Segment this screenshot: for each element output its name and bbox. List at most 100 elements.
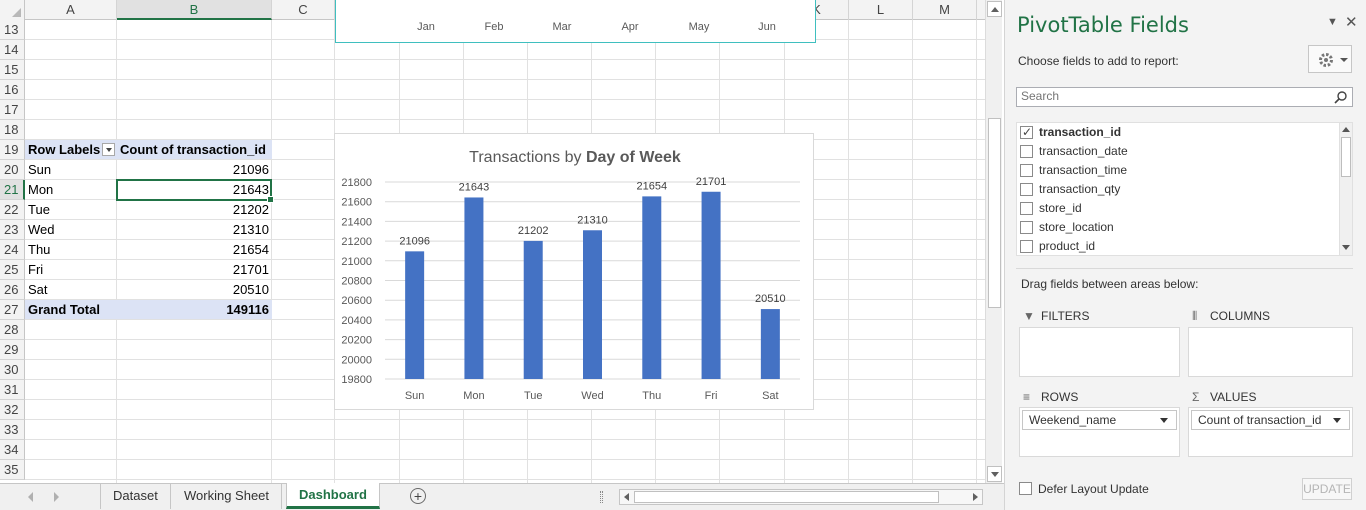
field-item-product-id[interactable]: product_id <box>1017 237 1337 255</box>
row-header-31[interactable]: 31 <box>0 380 25 400</box>
column-header-m[interactable]: M <box>913 0 977 20</box>
filters-drop-area[interactable] <box>1019 327 1180 377</box>
field-list-scroll-up-icon[interactable] <box>1340 125 1352 135</box>
values-drop-area[interactable]: Count of transaction_id <box>1188 407 1353 457</box>
pivot-row-label[interactable]: Sat <box>28 282 48 297</box>
row-header-25[interactable]: 25 <box>0 260 25 280</box>
scroll-right-icon[interactable] <box>973 493 978 501</box>
field-checkbox[interactable] <box>1020 145 1033 158</box>
row-header-19[interactable]: 19 <box>0 140 25 160</box>
field-checkbox[interactable] <box>1020 164 1033 177</box>
vertical-scrollbar[interactable] <box>985 0 1002 483</box>
row-header-16[interactable]: 16 <box>0 80 25 100</box>
field-checkbox[interactable] <box>1020 221 1033 234</box>
pivot-row-label[interactable]: Tue <box>28 202 50 217</box>
column-header-k[interactable]: K <box>785 0 849 20</box>
pivot-row-label[interactable]: Mon <box>28 182 54 197</box>
search-icon[interactable] <box>1334 90 1348 104</box>
add-sheet-plus-icon[interactable]: + <box>410 488 426 504</box>
row-header-30[interactable]: 30 <box>0 360 25 380</box>
scroll-up-button[interactable] <box>987 1 1002 17</box>
tab-dataset[interactable]: Dataset <box>100 484 171 509</box>
tools-gear-button[interactable] <box>1308 45 1352 73</box>
row-header-26[interactable]: 26 <box>0 280 25 300</box>
row-header-35[interactable]: 35 <box>0 460 25 480</box>
column-header-a[interactable]: A <box>25 0 117 20</box>
pivot-row-labels-header[interactable]: Row Labels <box>25 140 117 159</box>
row-header-33[interactable]: 33 <box>0 420 25 440</box>
close-icon[interactable]: ✕ <box>1345 14 1358 31</box>
monthly-chart[interactable]: Jan Feb Mar Apr May Jun <box>335 0 816 43</box>
pivot-row-label[interactable]: Thu <box>28 242 51 257</box>
pivot-grand-total-label[interactable]: Grand Total <box>25 300 117 319</box>
field-list-scroll-thumb[interactable] <box>1341 137 1351 177</box>
row-header-13[interactable]: 13 <box>0 20 25 40</box>
defer-layout-checkbox[interactable] <box>1019 482 1032 496</box>
next-sheet-arrow-icon[interactable] <box>54 492 59 502</box>
field-search-box[interactable] <box>1016 87 1353 107</box>
pivot-row-label[interactable]: Fri <box>28 262 44 277</box>
prev-sheet-arrow-icon[interactable] <box>28 492 33 502</box>
pivot-grand-total-value[interactable]: 149116 <box>117 300 272 319</box>
pivot-row-value[interactable]: 21202 <box>232 202 269 217</box>
day-of-week-chart[interactable]: Transactions by Day of Week 19800 20000 202… <box>334 133 814 410</box>
row-header-14[interactable]: 14 <box>0 40 25 60</box>
field-checkbox[interactable] <box>1020 240 1033 253</box>
horizontal-scrollbar[interactable] <box>619 489 983 505</box>
horizontal-scroll-thumb[interactable] <box>634 491 939 503</box>
field-item-transaction-time[interactable]: transaction_time <box>1017 161 1337 180</box>
column-header-b[interactable]: B <box>117 0 272 20</box>
field-checkbox[interactable] <box>1020 202 1033 215</box>
field-item-store-id[interactable]: store_id <box>1017 199 1337 218</box>
pivot-row-value[interactable]: 21096 <box>232 162 269 177</box>
pivot-row-value[interactable]: 20510 <box>232 282 269 297</box>
tab-splitter-handle[interactable] <box>600 491 603 503</box>
row-header-21[interactable]: 21 <box>0 180 25 200</box>
row-header-32[interactable]: 32 <box>0 400 25 420</box>
scroll-left-icon[interactable] <box>624 493 629 501</box>
column-header-c[interactable]: C <box>272 0 335 20</box>
pane-options-chevron-icon[interactable]: ▼ <box>1327 16 1338 28</box>
columns-drop-area[interactable] <box>1188 327 1353 377</box>
update-button[interactable]: UPDATE <box>1302 478 1352 500</box>
scroll-down-button[interactable] <box>987 466 1002 482</box>
row-header-23[interactable]: 23 <box>0 220 25 240</box>
field-item-transaction-qty[interactable]: transaction_qty <box>1017 180 1337 199</box>
field-list-scroll-down-icon[interactable] <box>1340 243 1352 253</box>
worksheet-grid[interactable]: ABCDEFGHIJKLM 13141516171819202122232425… <box>0 0 985 483</box>
tab-dashboard[interactable]: Dashboard <box>286 483 380 509</box>
row-header-15[interactable]: 15 <box>0 60 25 80</box>
field-item-transaction-date[interactable]: transaction_date <box>1017 142 1337 161</box>
values-field-count[interactable]: Count of transaction_id <box>1191 410 1350 430</box>
row-header-34[interactable]: 34 <box>0 440 25 460</box>
defer-layout-option[interactable]: Defer Layout Update <box>1019 482 1149 496</box>
rows-drop-area[interactable]: Weekend_name <box>1019 407 1180 457</box>
row-header-27[interactable]: 27 <box>0 300 25 320</box>
row-header-17[interactable]: 17 <box>0 100 25 120</box>
pivot-row-value[interactable]: 21654 <box>232 242 269 257</box>
select-all-corner[interactable] <box>0 0 25 20</box>
row-labels-filter-button[interactable] <box>102 143 116 157</box>
row-header-20[interactable]: 20 <box>0 160 25 180</box>
field-item-transaction-id[interactable]: transaction_id <box>1017 123 1337 142</box>
pivot-row-value[interactable]: 21643 <box>232 182 269 197</box>
row-header-22[interactable]: 22 <box>0 200 25 220</box>
row-header-24[interactable]: 24 <box>0 240 25 260</box>
field-list-scrollbar[interactable] <box>1339 123 1352 255</box>
pivot-row-value[interactable]: 21701 <box>232 262 269 277</box>
column-header-l[interactable]: L <box>849 0 913 20</box>
pivot-row-label[interactable]: Wed <box>28 222 55 237</box>
field-checkbox[interactable] <box>1020 183 1033 196</box>
tab-working-sheet[interactable]: Working Sheet <box>172 484 283 509</box>
field-search-input[interactable] <box>1021 89 1321 103</box>
row-header-28[interactable]: 28 <box>0 320 25 340</box>
pivot-value-header[interactable]: Count of transaction_id <box>117 140 272 159</box>
pivot-row-value[interactable]: 21310 <box>232 222 269 237</box>
row-header-18[interactable]: 18 <box>0 120 25 140</box>
row-header-29[interactable]: 29 <box>0 340 25 360</box>
rows-field-weekend-name[interactable]: Weekend_name <box>1022 410 1177 430</box>
field-item-store-location[interactable]: store_location <box>1017 218 1337 237</box>
vertical-scroll-thumb[interactable] <box>988 118 1001 308</box>
pivot-row-label[interactable]: Sun <box>28 162 52 177</box>
field-checkbox[interactable] <box>1020 123 1033 142</box>
